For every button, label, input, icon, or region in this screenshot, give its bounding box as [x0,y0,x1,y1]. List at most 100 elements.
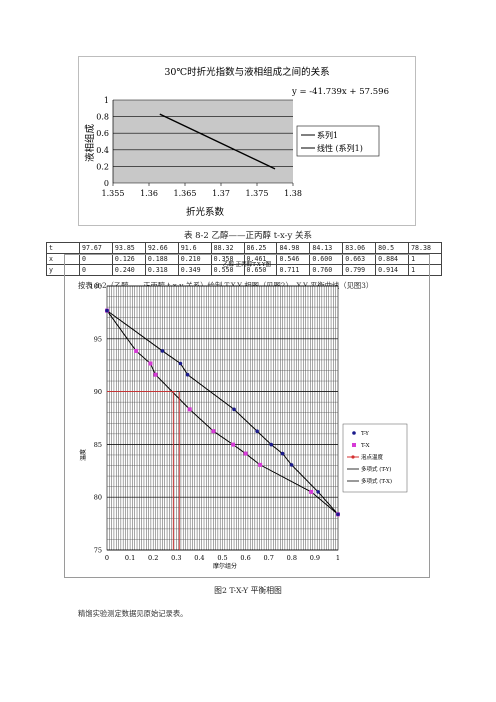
chart1-equation: y = -41.739x + 57.596 [291,87,389,97]
ty-data-point [255,429,259,433]
chart2-legend-poly-tx: 多项式 (T-X) [361,477,392,485]
legend-bubble-marker [351,455,355,459]
chart1-xtick-label: 1.375 [246,189,269,198]
table-cell: 88.32 [210,242,245,254]
chart2-xtick-label: 0.2 [148,554,158,562]
figure2-caption: 图2 T-X-Y 平衡相图 [214,586,282,595]
chart2-xtick-label: 0.1 [125,554,135,562]
chart2-xtick-label: 1 [336,554,340,562]
chart1-xtick-label: 1.36 [140,189,158,198]
chart2-title: 乙醇-正丙醇T-X-Y图 [223,260,272,268]
tx-data-point [243,451,248,456]
chart1-plot-area: 0 0.2 0.4 0.6 0.8 1 1.355 1.36 1.365 1.37 1.375 1.3… [96,96,302,198]
table-cell: 0.799 [342,264,377,276]
ty-data-point [185,372,190,377]
chart2-ytick-label: 100 [90,283,102,291]
chart1-ytick-label: 0.6 [96,129,109,138]
ty-data-point [269,442,274,447]
chart1-legend: 系列1 线性 (系列1) [296,125,380,157]
chart2-xtick-label: 0.4 [194,554,204,562]
txy-phase-chart: 乙醇-正丙醇T-X-Y图 75 80 85 90 95 100 0 0.1 0.2 0.3 0.4 0… [64,254,430,578]
chart2-xtick-label: 0.3 [171,554,181,562]
tx-data-point [258,462,263,467]
chart1-ytick-label: 0.2 [96,162,109,171]
chart1-ytick-label: 0.8 [96,113,109,122]
table-cell: 83.06 [342,242,377,254]
table-cell: 1 [408,264,442,276]
chart1-legend-trendline: 线性 (系列1) [317,143,363,153]
txy-phase-chart-svg: 乙醇-正丙醇T-X-Y图 75 80 85 90 95 100 0 0.1 0.2 0.3 0.4 0… [79,260,408,570]
table-cell: 86.25 [243,242,278,254]
chart1-ytick-label: 0 [104,179,109,188]
table-title: 表 8-2 乙醇——正丙醇 t-x-y 关系 [183,231,313,241]
chart2-ytick-label: 90 [94,388,102,396]
chart2-xtick-label: 0.9 [310,554,320,562]
table-cell: 93.85 [111,242,146,254]
chart2-xtick-label: 0.8 [287,554,297,562]
table-cell: 78.38 [408,242,442,254]
tx-data-point [148,361,153,366]
table-cell: 0.650 [243,264,278,276]
table-cell: 0.349 [177,264,212,276]
closing-paragraph: 精馏实验测定数据见原始记录表。 [78,609,188,618]
ty-data-point [289,463,294,467]
chart2-ytick-label: 75 [94,547,102,555]
chart1-ytick-label: 1 [104,96,109,105]
tx-data-point [134,348,139,353]
table-row: y 0 0.240 0.318 0.349 0.550 0.650 0.711 0.760 0.7… [46,264,442,276]
chart2-legend-poly-ty: 多项式 (T-Y) [361,465,391,473]
table-cell: 0.550 [210,264,245,276]
table-cell: 0.240 [111,264,146,276]
chart1-xtick-label: 1.37 [212,189,230,198]
chart1-plot-background [113,100,293,183]
chart1-xlabel: 折光系数 [186,206,225,218]
ty-data-point [336,512,340,517]
table-cell: 84.13 [309,242,344,254]
chart2-legend: T-Y T-X 泡点温度 多项式 (T-Y) 多项式 (T-X) [342,423,408,493]
table-row: t 97.67 93.85 92.66 91.6 88.32 86.25 84.98 84.13… [46,242,442,254]
refractive-index-chart: 30℃时折光指数与液相组成之间的关系 y = -41.739x + 57.596… [78,56,416,226]
chart1-xtick-label: 1.365 [174,189,197,198]
table-cell: 97.67 [79,242,113,254]
tx-data-point [231,442,236,447]
table-cell: 84.98 [276,242,311,254]
table-cell: 0.318 [144,264,179,276]
refractive-index-chart-svg: 30℃时折光指数与液相组成之间的关系 y = -41.739x + 57.596… [84,66,389,218]
chart2-ytick-label: 85 [94,441,102,449]
tx-data-point [187,407,192,412]
chart1-series-line [159,113,276,170]
legend-tx-marker [352,443,356,447]
ty-data-point [232,407,236,412]
chart1-xtick-label: 1.355 [102,189,125,198]
table-cell: 0.914 [375,264,410,276]
chart2-ytick-label: 80 [94,494,102,502]
ty-data-point [160,349,165,353]
chart1-legend-series1: 系列1 [317,130,338,140]
chart2-xlabel: 摩尔组分 [213,562,237,570]
intro-paragraph: 按表 8-2（乙醇——正丙醇 t-x-y 关系）绘制 T-X-Y 相图（见图2）… [78,281,374,290]
table-cell: 0.711 [276,264,311,276]
table-cell: 80.5 [375,242,410,254]
chart2-legend-bubble: 泡点温度 [361,453,384,461]
chart2-legend-tx: T-X [361,443,370,449]
table-cell: 91.6 [177,242,212,254]
table-cell: y [46,264,80,276]
txy-data-table: t 97.67 93.85 92.66 91.6 88.32 86.25 84.98 84.13… [46,242,442,276]
ty-data-point [316,490,320,494]
chart1-ytick-label: 0.4 [96,146,109,155]
chart2-legend-ty: T-Y [361,431,369,437]
chart1-xtick-label: 1.38 [284,189,302,198]
chart1-ylabel: 液相组成 [84,124,96,163]
chart2-plot-area: 75 80 85 90 95 100 0 0.1 0.2 0.3 0.4 0.5 0.6 0.7 0.8 0.… [90,283,340,563]
tx-data-point [211,429,216,434]
tx-data-point [309,489,314,494]
table-cell: t [46,242,80,254]
chart2-xtick-label: 0 [105,554,109,562]
ty-data-point [280,451,285,456]
table-cell: 92.66 [144,242,179,254]
ty-data-point [178,361,183,366]
chart2-xtick-label: 0.5 [217,554,227,562]
chart2-xtick-label: 0.7 [264,554,274,562]
chart2-xtick-label: 0.6 [240,554,250,562]
legend-ty-marker [352,431,356,435]
